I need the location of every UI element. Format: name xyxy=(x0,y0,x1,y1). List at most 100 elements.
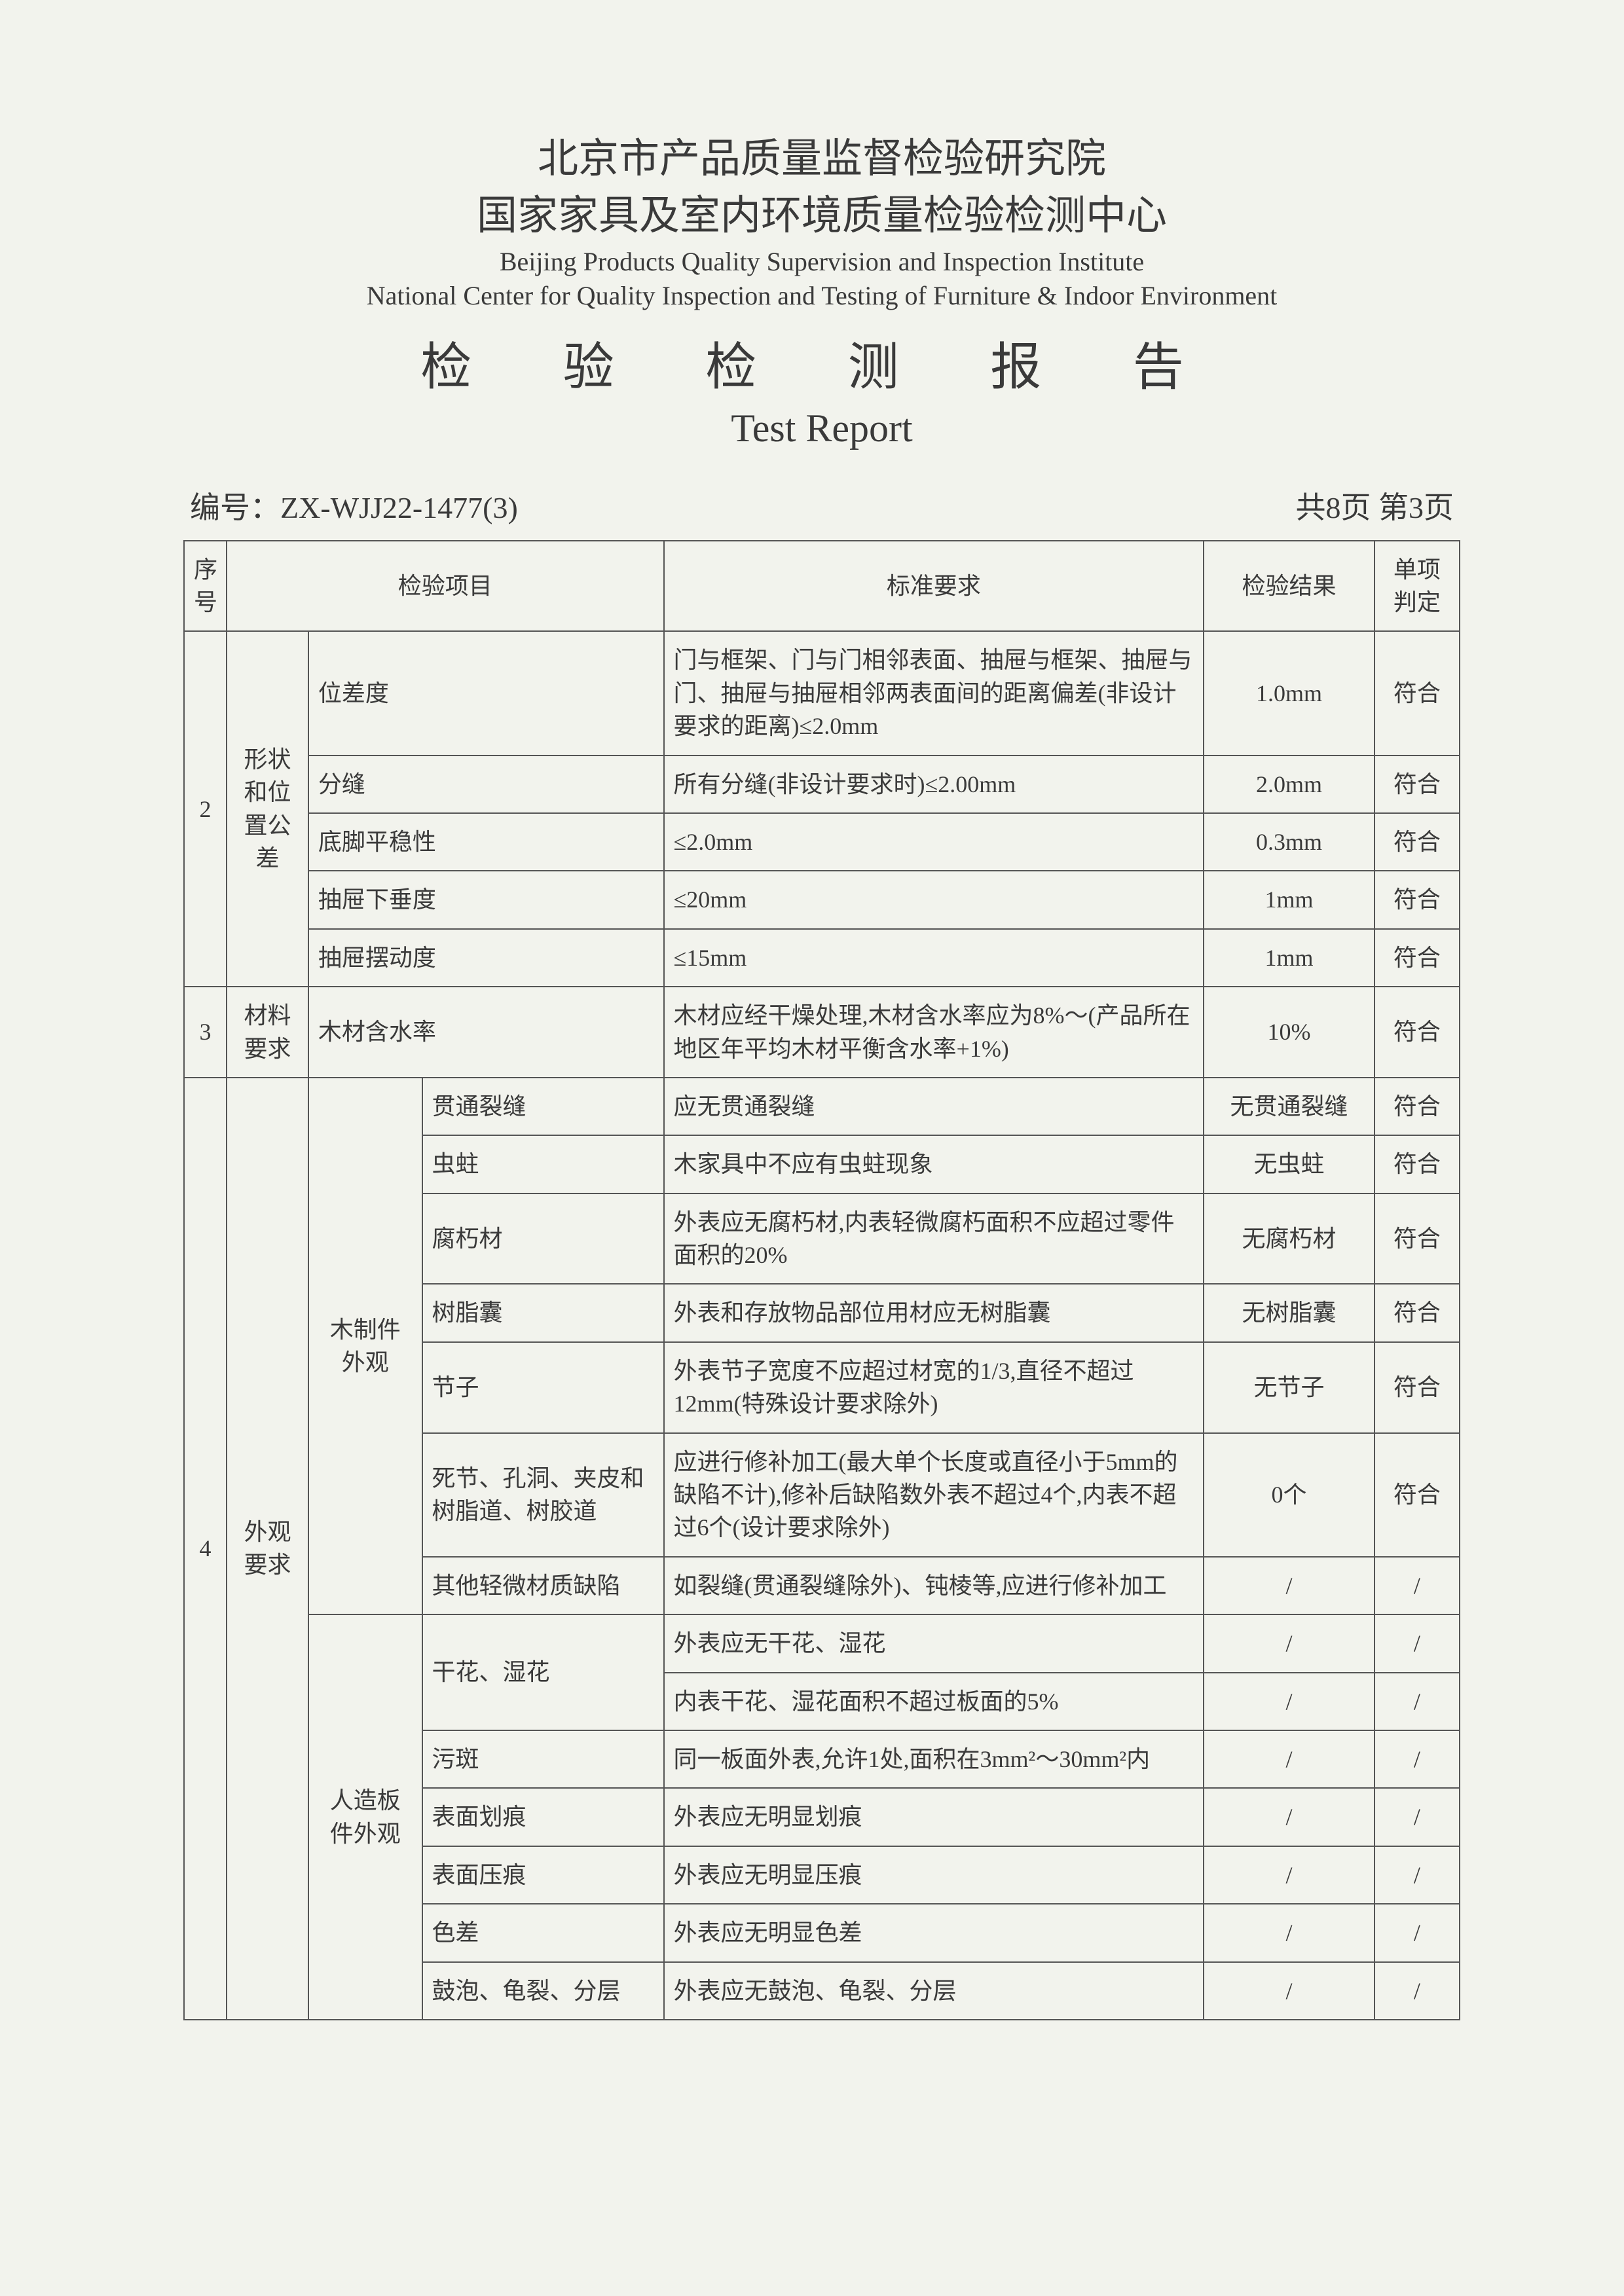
standard-cell: 内表干花、湿花面积不超过板面的5% xyxy=(664,1673,1204,1730)
judge-cell: / xyxy=(1375,1962,1460,2020)
judge-cell: / xyxy=(1375,1788,1460,1846)
judge-cell: / xyxy=(1375,1904,1460,1961)
result-cell: 2.0mm xyxy=(1204,756,1374,813)
number-label: 编号： xyxy=(190,491,280,524)
standard-cell: 外表应无鼓泡、龟裂、分层 xyxy=(664,1962,1204,2020)
org-name-cn-2: 国家家具及室内环境质量检验检测中心 xyxy=(183,188,1460,245)
result-cell: 10% xyxy=(1204,987,1374,1078)
judge-cell: / xyxy=(1375,1673,1460,1730)
report-title-en: Test Report xyxy=(183,406,1460,451)
table-row: 分缝 所有分缝(非设计要求时)≤2.00mm 2.0mm 符合 xyxy=(184,756,1460,813)
standard-cell: 同一板面外表,允许1处,面积在3mm²～30mm²内 xyxy=(664,1730,1204,1788)
item-cell: 色差 xyxy=(422,1904,664,1961)
item-cell: 污斑 xyxy=(422,1730,664,1788)
standard-cell: 外表应无腐朽材,内表轻微腐朽面积不应超过零件面积的20% xyxy=(664,1194,1204,1285)
result-cell: / xyxy=(1204,1614,1374,1672)
judge-cell: 符合 xyxy=(1375,756,1460,813)
judge-cell: / xyxy=(1375,1730,1460,1788)
standard-cell: 门与框架、门与门相邻表面、抽屉与框架、抽屉与门、抽屉与抽屉相邻两表面间的距离偏差… xyxy=(664,631,1204,755)
result-cell: 1.0mm xyxy=(1204,631,1374,755)
report-header: 北京市产品质量监督检验研究院 国家家具及室内环境质量检验检测中心 Beijing… xyxy=(183,131,1460,451)
result-cell: / xyxy=(1204,1904,1374,1961)
judge-cell: 符合 xyxy=(1375,1284,1460,1341)
report-number: 编号：ZX-WJJ22-1477(3) xyxy=(190,484,518,527)
report-title-cn: 检 验 检 测 报 告 xyxy=(183,326,1460,399)
judge-cell: 符合 xyxy=(1375,1078,1460,1135)
item-cell: 腐朽材 xyxy=(422,1194,664,1285)
result-cell: / xyxy=(1204,1846,1374,1904)
table-row: 人造板件外观 干花、湿花 外表应无干花、湿花 / / xyxy=(184,1614,1460,1672)
th-seq: 序号 xyxy=(184,541,227,632)
judge-cell: 符合 xyxy=(1375,1194,1460,1285)
standard-cell: 如裂缝(贯通裂缝除外)、钝棱等,应进行修补加工 xyxy=(664,1557,1204,1614)
item-cell: 表面划痕 xyxy=(422,1788,664,1846)
standard-cell: ≤2.0mm xyxy=(664,813,1204,871)
judge-cell: 符合 xyxy=(1375,1342,1460,1433)
result-cell: 无贯通裂缝 xyxy=(1204,1078,1374,1135)
number-value: ZX-WJJ22-1477(3) xyxy=(280,491,518,524)
th-judge: 单项判定 xyxy=(1375,541,1460,632)
item-cell: 位差度 xyxy=(308,631,664,755)
standard-cell: 外表应无明显划痕 xyxy=(664,1788,1204,1846)
item-cell: 抽屉下垂度 xyxy=(308,871,664,928)
category-cell: 外观要求 xyxy=(227,1078,308,2020)
item-cell: 表面压痕 xyxy=(422,1846,664,1904)
standard-cell: ≤20mm xyxy=(664,871,1204,928)
table-row: 抽屉下垂度 ≤20mm 1mm 符合 xyxy=(184,871,1460,928)
table-row: 3 材料要求 木材含水率 木材应经干燥处理,木材含水率应为8%～(产品所在地区年… xyxy=(184,987,1460,1078)
item-cell: 抽屉摆动度 xyxy=(308,929,664,987)
item-cell: 贯通裂缝 xyxy=(422,1078,664,1135)
item-cell: 干花、湿花 xyxy=(422,1614,664,1730)
org-name-en-1: Beijing Products Quality Supervision and… xyxy=(183,245,1460,279)
standard-cell: 外表应无明显压痕 xyxy=(664,1846,1204,1904)
seq-cell: 3 xyxy=(184,987,227,1078)
category-cell: 形状和位置公差 xyxy=(227,631,308,987)
item-cell: 鼓泡、龟裂、分层 xyxy=(422,1962,664,2020)
judge-cell: 符合 xyxy=(1375,1433,1460,1557)
result-cell: 1mm xyxy=(1204,929,1374,987)
judge-cell: 符合 xyxy=(1375,871,1460,928)
result-cell: / xyxy=(1204,1730,1374,1788)
standard-cell: 外表节子宽度不应超过材宽的1/3,直径不超过12mm(特殊设计要求除外) xyxy=(664,1342,1204,1433)
judge-cell: 符合 xyxy=(1375,813,1460,871)
item-cell: 虫蛀 xyxy=(422,1135,664,1193)
judge-cell: / xyxy=(1375,1846,1460,1904)
item-cell: 底脚平稳性 xyxy=(308,813,664,871)
result-cell: 0个 xyxy=(1204,1433,1374,1557)
standard-cell: 应无贯通裂缝 xyxy=(664,1078,1204,1135)
result-cell: 无腐朽材 xyxy=(1204,1194,1374,1285)
standard-cell: 所有分缝(非设计要求时)≤2.00mm xyxy=(664,756,1204,813)
judge-cell: 符合 xyxy=(1375,929,1460,987)
standard-cell: ≤15mm xyxy=(664,929,1204,987)
table-row: 底脚平稳性 ≤2.0mm 0.3mm 符合 xyxy=(184,813,1460,871)
page-info: 共8页 第3页 xyxy=(1296,484,1454,527)
standard-cell: 木家具中不应有虫蛀现象 xyxy=(664,1135,1204,1193)
judge-cell: 符合 xyxy=(1375,631,1460,755)
judge-cell: / xyxy=(1375,1614,1460,1672)
standard-cell: 外表和存放物品部位用材应无树脂囊 xyxy=(664,1284,1204,1341)
table-row: 4 外观要求 木制件外观 贯通裂缝 应无贯通裂缝 无贯通裂缝 符合 xyxy=(184,1078,1460,1135)
th-item: 检验项目 xyxy=(227,541,663,632)
table-header-row: 序号 检验项目 标准要求 检验结果 单项判定 xyxy=(184,541,1460,632)
item-cell: 木材含水率 xyxy=(308,987,664,1078)
judge-cell: 符合 xyxy=(1375,987,1460,1078)
table-row: 抽屉摆动度 ≤15mm 1mm 符合 xyxy=(184,929,1460,987)
item-cell: 其他轻微材质缺陷 xyxy=(422,1557,664,1614)
test-report-table: 序号 检验项目 标准要求 检验结果 单项判定 2 形状和位置公差 位差度 门与框… xyxy=(183,540,1460,2020)
standard-cell: 外表应无干花、湿花 xyxy=(664,1614,1204,1672)
item-cell: 树脂囊 xyxy=(422,1284,664,1341)
result-cell: / xyxy=(1204,1962,1374,2020)
th-standard: 标准要求 xyxy=(664,541,1204,632)
table-row: 2 形状和位置公差 位差度 门与框架、门与门相邻表面、抽屉与框架、抽屉与门、抽屉… xyxy=(184,631,1460,755)
org-name-cn-1: 北京市产品质量监督检验研究院 xyxy=(183,131,1460,188)
judge-cell: / xyxy=(1375,1557,1460,1614)
th-result: 检验结果 xyxy=(1204,541,1374,632)
item-cell: 分缝 xyxy=(308,756,664,813)
result-cell: / xyxy=(1204,1788,1374,1846)
result-cell: 无节子 xyxy=(1204,1342,1374,1433)
subcat-cell: 木制件外观 xyxy=(308,1078,422,1614)
seq-cell: 2 xyxy=(184,631,227,987)
standard-cell: 外表应无明显色差 xyxy=(664,1904,1204,1961)
item-cell: 死节、孔洞、夹皮和树脂道、树胶道 xyxy=(422,1433,664,1557)
result-cell: 0.3mm xyxy=(1204,813,1374,871)
